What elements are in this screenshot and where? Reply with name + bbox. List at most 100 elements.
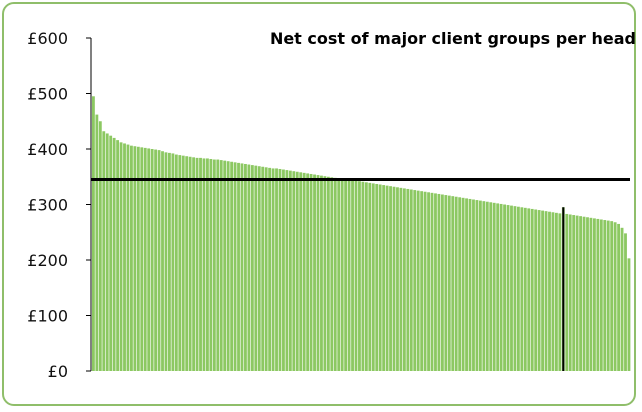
bar	[216, 159, 220, 371]
bar	[537, 210, 541, 371]
bar	[285, 170, 289, 371]
bar	[516, 206, 520, 371]
bar	[451, 196, 455, 371]
bar	[399, 187, 403, 371]
bar	[371, 183, 375, 371]
bar	[223, 160, 227, 371]
bar	[385, 185, 389, 371]
bar	[596, 218, 600, 371]
bar	[171, 153, 175, 371]
y-tick-label: £200	[27, 251, 68, 270]
bar	[337, 178, 341, 371]
bar	[472, 199, 475, 371]
bar	[174, 154, 178, 371]
bar	[465, 198, 468, 371]
bar	[389, 186, 392, 371]
bar	[292, 171, 296, 371]
bar	[392, 186, 396, 371]
bar	[423, 191, 427, 371]
bar	[503, 204, 506, 371]
bar	[254, 165, 258, 371]
bar	[295, 171, 299, 371]
bar	[478, 200, 482, 371]
bar	[461, 197, 465, 371]
bar	[558, 213, 562, 371]
bar	[199, 157, 202, 371]
y-tick-label: £300	[27, 196, 68, 215]
bar	[416, 190, 420, 372]
bar	[192, 157, 196, 371]
bar	[143, 147, 147, 371]
bar	[579, 216, 582, 371]
bar	[603, 220, 607, 371]
bar	[154, 149, 158, 371]
bar	[136, 146, 140, 371]
bar	[209, 158, 213, 371]
bar	[496, 203, 500, 371]
bar	[592, 218, 596, 372]
bar	[95, 114, 99, 371]
bar	[188, 156, 192, 371]
bar	[309, 173, 313, 371]
bar	[482, 201, 486, 371]
bar	[233, 162, 237, 371]
bar	[288, 170, 292, 371]
bar	[264, 167, 268, 371]
bar	[599, 219, 603, 371]
bar	[613, 222, 617, 371]
bar	[554, 212, 558, 371]
bar	[624, 233, 627, 371]
bar	[344, 179, 348, 371]
bar	[541, 210, 544, 371]
bar	[123, 143, 126, 371]
bar	[548, 211, 551, 371]
bar	[299, 172, 303, 371]
bar	[313, 174, 316, 371]
bar	[527, 208, 531, 371]
bar	[333, 177, 337, 371]
bar	[492, 202, 496, 371]
bar	[116, 140, 120, 371]
bar	[409, 189, 413, 371]
bar	[271, 168, 275, 371]
bar	[468, 198, 472, 371]
bar	[627, 258, 631, 371]
bar	[444, 195, 448, 371]
bar	[358, 181, 361, 371]
bar	[326, 176, 330, 371]
bar	[202, 158, 206, 371]
y-tick-label: £500	[27, 85, 68, 104]
bar	[364, 182, 368, 371]
bar	[226, 161, 230, 371]
y-tick-label: £0	[48, 362, 68, 381]
bar	[244, 163, 247, 371]
bar	[430, 192, 434, 371]
bar	[261, 166, 265, 371]
bar	[330, 177, 334, 371]
bar	[240, 163, 244, 371]
bar	[181, 155, 185, 371]
bar	[475, 200, 479, 371]
bar	[513, 206, 517, 371]
bar	[565, 213, 569, 371]
bar	[458, 197, 462, 371]
bar	[610, 221, 614, 371]
bar	[178, 155, 182, 371]
bar	[485, 201, 489, 371]
bar	[534, 209, 538, 371]
bar	[157, 150, 161, 371]
bar	[413, 190, 417, 371]
bar	[119, 142, 123, 371]
bar	[454, 196, 458, 371]
bar	[323, 176, 327, 371]
bar	[257, 166, 261, 371]
bar	[575, 215, 579, 371]
bar	[447, 195, 451, 371]
bar	[437, 193, 441, 371]
bar	[499, 203, 503, 371]
bar	[302, 172, 306, 371]
chart-title: Net cost of major client groups per head	[270, 29, 636, 48]
bar	[98, 121, 102, 371]
bar	[92, 96, 95, 371]
